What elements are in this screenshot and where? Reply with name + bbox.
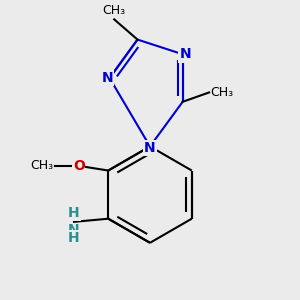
- Text: H: H: [68, 206, 80, 220]
- Text: N: N: [68, 224, 80, 237]
- Text: N: N: [101, 71, 113, 85]
- Text: O: O: [73, 159, 85, 173]
- Text: H: H: [68, 230, 80, 244]
- Text: N: N: [179, 47, 191, 61]
- Text: CH₃: CH₃: [31, 159, 54, 172]
- Text: CH₃: CH₃: [103, 4, 126, 17]
- Text: N: N: [144, 141, 156, 155]
- Text: CH₃: CH₃: [211, 86, 234, 99]
